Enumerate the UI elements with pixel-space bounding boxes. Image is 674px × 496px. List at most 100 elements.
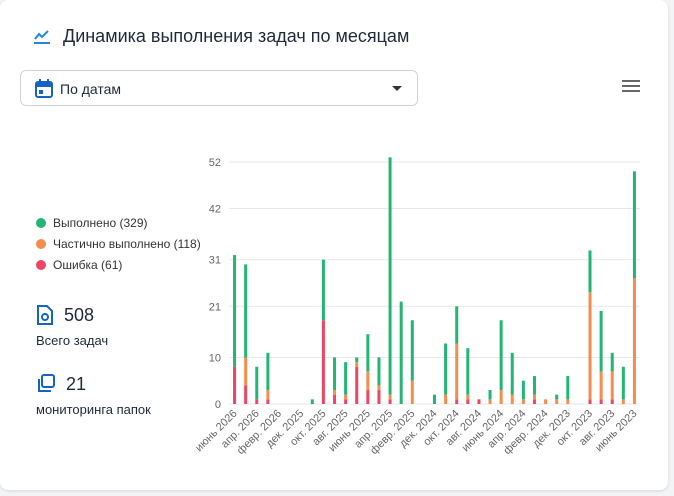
y-tick-label: 31 [209, 255, 221, 267]
chart-legend: Выполнено (329) Частично выполнено (118)… [36, 212, 201, 275]
legend-label: Частично выполнено (118) [53, 236, 201, 251]
date-filter-value: По датам [60, 81, 122, 97]
legend-dot [36, 238, 46, 249]
chevron-down-icon[interactable] [392, 86, 402, 91]
x-tick-label: дек. 2025 [264, 408, 306, 450]
x-tick-label: апр. 2024 [486, 408, 529, 451]
bar-segment [455, 399, 459, 404]
bar-segment [333, 357, 337, 391]
bar-segment [344, 394, 348, 400]
chart-card: Динамика выполнения задач по месяцам По … [0, 0, 668, 490]
x-tick-label: апр. 2026 [219, 408, 262, 451]
stat-value: 21 [66, 373, 87, 394]
stat-total-tasks: 508 Всего задач [36, 303, 109, 349]
bar-segment [310, 399, 314, 404]
bar-segment [566, 376, 570, 400]
x-tick-label: авг. 2025 [310, 408, 350, 448]
bar-segment [499, 390, 503, 404]
bar-segment [499, 320, 503, 391]
stat-value: 508 [64, 304, 95, 325]
date-filter-select[interactable]: По датам [20, 70, 418, 106]
x-tick-label: авг. 2024 [444, 408, 484, 448]
bar-segment [532, 399, 536, 404]
x-tick-label: июнь 2026 [193, 408, 239, 454]
chart-header: Динамика выполнения задач по месяцам [33, 24, 409, 48]
x-tick-label: июнь 2025 [326, 408, 372, 454]
bar-segment [377, 385, 381, 391]
stat-label: Всего задач [36, 333, 109, 348]
bar-segment [621, 366, 625, 400]
chart-title: Динамика выполнения задач по месяцам [63, 25, 410, 46]
bar-segment [344, 399, 348, 404]
bar-segment [510, 394, 514, 404]
bar-segment [466, 394, 470, 400]
folders-copy-icon [38, 374, 55, 392]
bar-segment [377, 357, 381, 386]
bar-segment [266, 399, 270, 404]
bar-segment [555, 399, 559, 404]
bar-segment [388, 157, 392, 395]
bar-segment [355, 366, 359, 404]
bar-segment [244, 385, 248, 404]
bar-segment [532, 376, 536, 395]
y-tick-label: 10 [209, 352, 221, 364]
stat-label: мониторинга папок [36, 402, 151, 417]
bar-segment [488, 390, 492, 400]
legend-dot [36, 259, 46, 270]
x-tick-label: февр. 2024 [501, 408, 550, 457]
legend-label: Ошибка (61) [53, 257, 123, 272]
x-tick-label: окт. 2025 [288, 408, 329, 449]
bar-segment [521, 380, 525, 400]
bar-segment [244, 264, 248, 358]
bar-segment [410, 320, 414, 381]
y-tick-label: 42 [209, 204, 221, 216]
bar-segment [233, 366, 237, 404]
bar-segment [399, 301, 403, 404]
bar-segment [388, 399, 392, 404]
bar-segment [477, 399, 481, 404]
bar-segment [333, 394, 337, 404]
legend-item-error[interactable]: Ошибка (61) [36, 254, 201, 275]
bar-segment [355, 357, 359, 363]
bar-segment [588, 250, 592, 293]
bar-segment [610, 371, 614, 400]
bar-segment [621, 399, 625, 404]
x-tick-label: авг. 2023 [577, 408, 617, 448]
x-tick-label: дек. 2023 [531, 408, 573, 450]
bar-segment [255, 399, 259, 404]
bar-segment [344, 362, 348, 395]
hamburger-menu-icon[interactable] [622, 80, 640, 94]
bar-segment [532, 394, 536, 400]
legend-item-partial[interactable]: Частично выполнено (118) [36, 233, 201, 254]
bar-segment [321, 320, 325, 404]
file-gear-icon [37, 305, 53, 325]
bar-segment [333, 390, 337, 395]
bar-segment [366, 371, 370, 391]
bar-segment [510, 352, 514, 395]
stat-folders: 21 мониторинга папок [36, 372, 151, 418]
bar-segment [444, 343, 448, 395]
bar-segment [410, 380, 414, 404]
x-tick-label: дек. 2024 [397, 408, 439, 450]
x-tick-label: июнь 2023 [593, 408, 639, 454]
bar-segment [255, 366, 259, 400]
bar-segment [521, 399, 525, 404]
bar-segment [233, 255, 237, 367]
bar-segment [466, 399, 470, 404]
bar-segment [588, 292, 592, 400]
x-tick-label: окт. 2023 [554, 408, 595, 449]
x-tick-label: февр. 2026 [235, 408, 284, 457]
bar-segment [632, 278, 636, 404]
x-tick-label: февр. 2025 [368, 408, 417, 457]
y-tick-label: 21 [209, 301, 221, 313]
bar-segment [632, 171, 636, 279]
bar-segment [433, 394, 436, 404]
legend-item-done[interactable]: Выполнено (329) [36, 212, 201, 233]
trending-chart-icon [34, 30, 50, 44]
legend-dot [36, 217, 46, 228]
x-tick-label: апр. 2025 [352, 408, 395, 451]
bar-segment [599, 371, 603, 400]
bar-segment [599, 399, 603, 404]
bar-segment [244, 357, 248, 386]
bar-segment [455, 343, 459, 400]
